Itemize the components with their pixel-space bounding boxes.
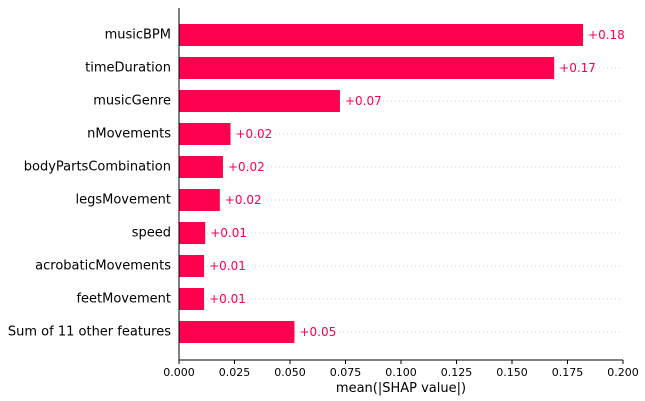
x-axis-title: mean(|SHAP value|) — [336, 381, 466, 396]
x-tick-label: 0.150 — [496, 366, 528, 379]
category-labels: musicBPM timeDuration musicGenre nMovements… — [8, 28, 171, 340]
category-label: feetMovement — [76, 292, 171, 307]
x-tick-label: 0.175 — [552, 366, 584, 379]
value-label: +0.02 — [228, 160, 265, 174]
value-label: +0.01 — [210, 226, 247, 240]
x-tick-label: 0.025 — [219, 366, 251, 379]
value-label: +0.17 — [559, 61, 596, 75]
category-label: musicGenre — [93, 94, 171, 109]
value-label: +0.05 — [299, 325, 336, 339]
category-label: timeDuration — [85, 61, 171, 76]
x-axis-ticks: 0.000 0.025 0.050 0.075 0.100 0.125 0.150 0.175… — [163, 360, 639, 379]
x-tick-label: 0.075 — [330, 366, 362, 379]
bar — [179, 24, 584, 46]
category-label: musicBPM — [105, 28, 171, 43]
x-tick-label: 0.125 — [441, 366, 473, 379]
bar — [179, 189, 220, 211]
value-label: +0.02 — [236, 127, 273, 141]
bar — [179, 156, 223, 178]
bar — [179, 321, 295, 343]
bar — [179, 255, 205, 277]
value-labels: +0.18 +0.17 +0.07 +0.02 +0.02 +0.02 +0.01 +0.01… — [209, 28, 625, 339]
bar — [179, 90, 340, 112]
category-label: nMovements — [87, 127, 171, 142]
value-label: +0.01 — [209, 259, 246, 273]
category-label: Sum of 11 other features — [8, 325, 171, 340]
category-label: legsMovement — [76, 193, 172, 208]
bar — [179, 288, 205, 310]
bar — [179, 123, 231, 145]
value-label: +0.18 — [588, 28, 625, 42]
x-tick-label: 0.050 — [274, 366, 306, 379]
value-label: +0.02 — [225, 193, 262, 207]
value-label: +0.01 — [209, 292, 246, 306]
grid-lines — [179, 34, 623, 333]
category-label: acrobaticMovements — [35, 259, 171, 274]
category-label: bodyPartsCombination — [24, 160, 171, 175]
x-tick-label: 0.000 — [163, 366, 195, 379]
bar — [179, 222, 206, 244]
bar — [179, 57, 555, 79]
category-label: speed — [132, 226, 171, 241]
x-tick-label: 0.200 — [607, 366, 639, 379]
x-tick-label: 0.100 — [385, 366, 417, 379]
value-label: +0.07 — [345, 94, 382, 108]
bars — [179, 24, 584, 343]
